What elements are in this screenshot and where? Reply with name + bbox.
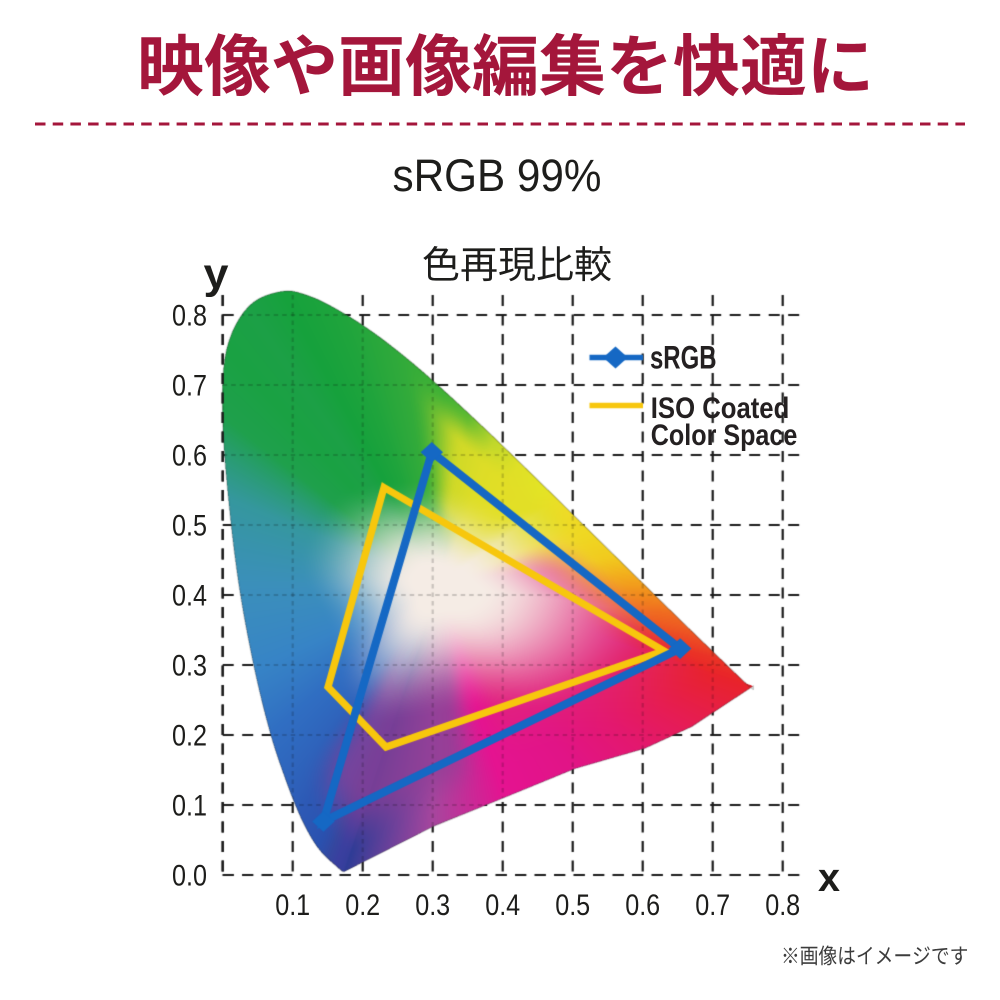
svg-text:sRGB: sRGB bbox=[650, 340, 717, 376]
svg-text:sRGB 99%: sRGB 99% bbox=[393, 150, 602, 201]
svg-text:0.6: 0.6 bbox=[172, 439, 207, 472]
svg-text:0.5: 0.5 bbox=[555, 889, 590, 922]
svg-text:0.4: 0.4 bbox=[172, 579, 207, 612]
svg-text:0.8: 0.8 bbox=[172, 299, 207, 332]
svg-text:0.8: 0.8 bbox=[765, 889, 800, 922]
svg-text:0.2: 0.2 bbox=[345, 889, 380, 922]
svg-text:0.1: 0.1 bbox=[172, 789, 207, 822]
svg-text:x: x bbox=[818, 856, 840, 900]
svg-text:0.1: 0.1 bbox=[275, 889, 310, 922]
svg-text:0.0: 0.0 bbox=[172, 859, 207, 892]
svg-text:0.3: 0.3 bbox=[172, 649, 207, 682]
svg-text:0.7: 0.7 bbox=[172, 369, 207, 402]
svg-text:ISO Coated: ISO Coated bbox=[651, 392, 790, 425]
svg-text:0.3: 0.3 bbox=[415, 889, 450, 922]
svg-text:0.6: 0.6 bbox=[625, 889, 660, 922]
svg-text:0.7: 0.7 bbox=[695, 889, 730, 922]
svg-text:0.5: 0.5 bbox=[172, 509, 207, 542]
svg-text:Color Space: Color Space bbox=[651, 419, 798, 452]
svg-text:0.2: 0.2 bbox=[172, 719, 207, 752]
svg-text:y: y bbox=[204, 250, 229, 298]
svg-text:0.4: 0.4 bbox=[485, 889, 520, 922]
